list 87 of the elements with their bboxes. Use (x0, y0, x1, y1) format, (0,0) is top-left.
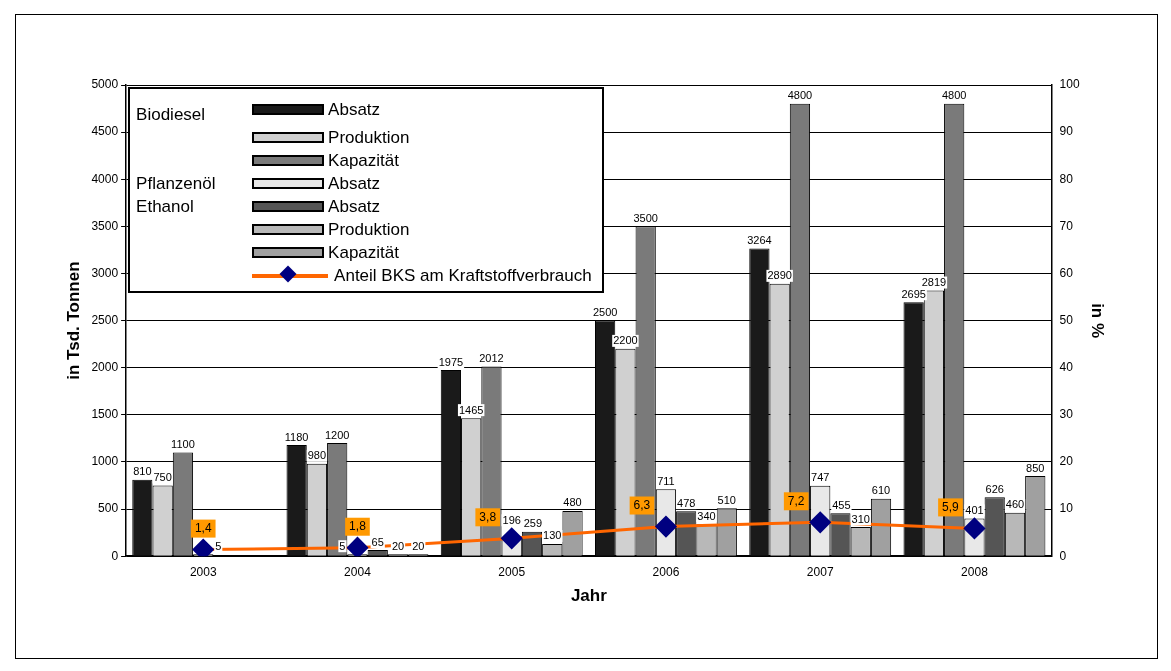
y-tick-label: 1000 (91, 454, 119, 469)
legend-label: Absatz (328, 196, 381, 218)
data-label: 1100 (171, 438, 195, 451)
y-axis-title: in Tsd. Tonnen (63, 261, 83, 380)
y-tick-label: 4500 (91, 124, 119, 139)
data-label: 310 (851, 512, 870, 525)
annotation: Biodiesel (136, 104, 207, 126)
data-label: 1180 (284, 430, 309, 443)
x-tick-label: 2007 (806, 564, 834, 579)
y2-tick-label: 80 (1059, 171, 1074, 186)
data-label: 196 (502, 513, 521, 526)
y-tick-label: 2500 (91, 312, 119, 327)
data-label: 610 (871, 484, 891, 497)
x-tick-label: 2004 (344, 564, 372, 579)
y-tick-label: 3500 (91, 218, 119, 233)
y2-tick-label: 70 (1059, 218, 1074, 233)
y2-axis-title: in % (1088, 303, 1108, 339)
data-label: 3500 (633, 211, 658, 224)
y2-tick-label: 20 (1059, 454, 1074, 469)
legend-label: Anteil BKS am Kraftstoffverbrauch (334, 265, 592, 287)
data-label: 5 (215, 539, 222, 552)
data-label: 2819 (921, 276, 947, 289)
annotation: Ethanol (136, 196, 195, 218)
data-label: 850 (1026, 461, 1045, 474)
y2-tick-label: 60 (1059, 265, 1074, 280)
data-label: 1465 (458, 403, 484, 416)
data-label: 259 (523, 517, 543, 530)
data-label: 3,8 (479, 509, 497, 524)
legend-label: Absatz (328, 99, 381, 121)
y-tick-label: 4000 (91, 171, 119, 186)
y2-tick-label: 0 (1059, 548, 1067, 563)
data-label: 455 (832, 498, 851, 511)
data-label: 130 (543, 529, 562, 542)
data-label: 747 (811, 471, 830, 484)
data-label: 1975 (438, 355, 464, 368)
data-label: 810 (133, 465, 152, 478)
data-label: 626 (985, 482, 1004, 495)
data-label: 340 (697, 509, 716, 522)
data-label: 2200 (613, 334, 638, 347)
y-tick-label: 0 (111, 548, 119, 563)
legend-label: Kapazität (328, 150, 399, 172)
data-label: 478 (677, 496, 696, 509)
data-label: 4800 (941, 89, 967, 102)
x-tick-label: 2006 (652, 564, 680, 579)
y-tick-label: 500 (98, 501, 119, 516)
y2-tick-label: 90 (1059, 124, 1074, 139)
y2-tick-label: 30 (1059, 407, 1074, 422)
x-axis-title: Jahr (570, 586, 608, 606)
data-label: 65 (371, 535, 384, 548)
y2-tick-label: 50 (1059, 312, 1074, 327)
data-label: 750 (153, 471, 172, 484)
data-label: 20 (391, 539, 405, 552)
data-label: 5,9 (942, 499, 960, 514)
data-label: 711 (657, 474, 675, 487)
data-label: 3264 (747, 234, 772, 247)
data-label: 2890 (767, 269, 792, 282)
data-label: 4800 (787, 89, 813, 102)
y-tick-label: 2000 (91, 360, 119, 375)
y-tick-label: 1500 (91, 407, 119, 422)
x-tick-label: 2005 (498, 564, 526, 579)
y-tick-label: 5000 (91, 77, 119, 92)
legend-label: Produktion (328, 219, 410, 241)
data-label: 980 (307, 449, 327, 462)
data-label: 20 (412, 539, 425, 552)
legend-label: Kapazität (328, 242, 399, 264)
annotation: Pflanzenöl (136, 173, 217, 195)
data-label: 510 (717, 493, 736, 506)
y2-tick-label: 100 (1059, 77, 1080, 92)
data-label: 1,4 (194, 520, 212, 535)
data-label: 2695 (901, 287, 926, 300)
y-tick-label: 3000 (91, 265, 119, 280)
data-label: 6,3 (633, 497, 651, 512)
x-tick-label: 2008 (961, 564, 989, 579)
data-label: 480 (563, 496, 582, 509)
data-label: 2500 (592, 306, 618, 319)
data-label: 2012 (479, 352, 504, 365)
data-label: 401 (965, 503, 984, 516)
y2-tick-label: 10 (1059, 501, 1074, 516)
data-label: 460 (1005, 498, 1025, 511)
data-label: 7,2 (787, 493, 805, 508)
data-label: 1200 (324, 428, 350, 441)
y2-tick-label: 40 (1059, 360, 1074, 375)
x-tick-label: 2003 (189, 564, 217, 579)
legend-label: Produktion (328, 127, 410, 149)
data-label: 5 (339, 539, 346, 552)
data-label: 1,8 (349, 519, 367, 534)
legend-label: Absatz (328, 173, 381, 195)
